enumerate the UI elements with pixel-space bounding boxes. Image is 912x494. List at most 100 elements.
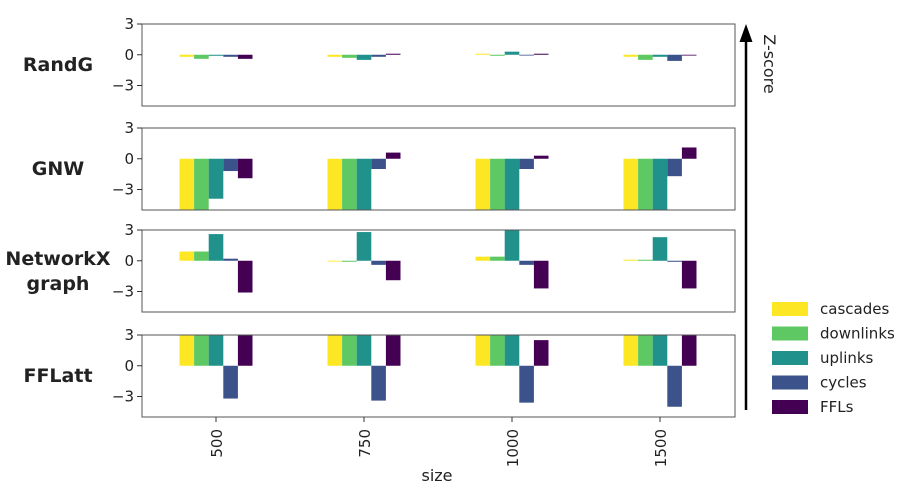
panel-frame: [141, 23, 736, 107]
bar-cascades-1500: [623, 158, 639, 210]
bar-cycles-1500: [667, 260, 682, 262]
bar-uplinks-750: [356, 54, 372, 60]
bar-FFLs-1000: [533, 53, 549, 55]
legend-label-cascades: cascades: [820, 300, 889, 318]
x-tick-label-1500: 1500: [652, 429, 670, 467]
bar-cycles-1500: [667, 365, 682, 407]
panel-label: RandG: [23, 54, 93, 76]
x-axis-ticks: 500 750 1000 1500: [208, 417, 670, 467]
legend-swatch-cascades: [772, 302, 808, 316]
x-tick-label-500: 500: [208, 429, 226, 458]
bar-cascades-500: [179, 54, 195, 57]
panel-frame: [141, 127, 736, 211]
bar-cycles-750: [371, 158, 386, 169]
legend-label-FFLs: FFLs: [820, 398, 854, 416]
panel-label: graph: [27, 273, 90, 295]
bar-FFLs-1500: [681, 54, 697, 56]
zscore-label: Z-score: [760, 34, 779, 93]
panel-1: 3 0 −3 GNW: [32, 119, 736, 211]
bar-cascades-1500: [623, 54, 639, 57]
y-tick-label: 3: [124, 15, 134, 33]
bar-cycles-1000: [519, 54, 534, 56]
panel-label: GNW: [32, 158, 84, 180]
bar-cycles-1500: [667, 158, 682, 177]
bar-downlinks-750: [342, 158, 357, 210]
bar-FFLs-1500: [681, 147, 697, 159]
bar-cycles-750: [371, 260, 386, 265]
bar-uplinks-750: [356, 158, 372, 210]
bar-cascades-1000: [475, 158, 491, 210]
bar-cascades-1000: [475, 335, 491, 366]
legend: cascades downlinks uplinks cycles FFLs: [772, 300, 895, 416]
bar-FFLs-750: [385, 335, 401, 366]
bar-downlinks-1500: [638, 54, 653, 60]
x-tick-label-750: 750: [356, 429, 374, 458]
legend-swatch-cycles: [772, 375, 808, 390]
bar-cascades-500: [179, 158, 195, 210]
bar-uplinks-500: [208, 54, 224, 56]
bar-downlinks-500: [194, 251, 209, 261]
bar-FFLs-750: [385, 53, 401, 55]
bar-uplinks-1500: [652, 158, 668, 210]
bar-cascades-1000: [475, 256, 491, 261]
bar-downlinks-750: [342, 54, 357, 58]
bar-downlinks-1500: [638, 335, 653, 366]
bar-downlinks-750: [342, 260, 357, 262]
bar-downlinks-1000: [490, 54, 505, 56]
bar-cycles-750: [371, 54, 386, 57]
bar-uplinks-500: [208, 234, 224, 261]
bar-FFLs-500: [237, 54, 253, 59]
y-tick-label: −3: [112, 388, 134, 406]
bar-downlinks-1000: [490, 158, 505, 210]
legend-swatch-uplinks: [772, 351, 808, 365]
legend-label-downlinks: downlinks: [820, 325, 895, 343]
bar-cycles-750: [371, 365, 386, 401]
panel-3: 3 0 −3 FFLatt: [23, 326, 736, 418]
bar-downlinks-500: [194, 54, 209, 59]
bar-cycles-1000: [519, 260, 534, 265]
bar-FFLs-500: [237, 260, 253, 293]
bar-uplinks-500: [208, 335, 224, 366]
bar-FFLs-750: [385, 152, 401, 159]
y-tick-label: 0: [124, 46, 134, 64]
panel-label: FFLatt: [23, 365, 92, 387]
bar-cycles-500: [223, 158, 238, 172]
bar-FFLs-1500: [681, 335, 697, 366]
y-tick-label: −3: [112, 77, 134, 95]
bar-cascades-750: [327, 335, 343, 366]
bar-cycles-1000: [519, 158, 534, 169]
bar-downlinks-500: [194, 335, 209, 366]
bar-cascades-1500: [623, 259, 639, 261]
bar-cascades-500: [179, 251, 195, 261]
legend-swatch-FFLs: [772, 400, 808, 414]
bar-FFLs-500: [237, 158, 253, 179]
bar-cycles-500: [223, 365, 238, 399]
y-tick-label: 3: [124, 326, 134, 344]
y-tick-label: 0: [124, 252, 134, 270]
bar-FFLs-1500: [681, 260, 697, 289]
bar-uplinks-500: [208, 158, 224, 199]
legend-swatch-downlinks: [772, 326, 808, 341]
bar-uplinks-1000: [504, 51, 520, 55]
bar-uplinks-1500: [652, 237, 668, 261]
bar-downlinks-750: [342, 335, 357, 366]
bar-downlinks-1500: [638, 259, 653, 261]
bar-cascades-500: [179, 335, 195, 366]
y-tick-label: 0: [124, 357, 134, 375]
bar-cascades-1000: [475, 53, 491, 55]
bar-uplinks-1000: [504, 158, 520, 210]
zscore-arrow: [739, 24, 753, 410]
bar-cycles-1500: [667, 54, 682, 61]
bar-uplinks-1000: [504, 335, 520, 366]
bar-uplinks-1000: [504, 230, 520, 261]
chart-panels: 30−3RandG30−3GNW30−3NetworkXgraph30−3FFL…: [5, 15, 736, 418]
bar-uplinks-750: [356, 232, 372, 261]
y-tick-label: 0: [124, 150, 134, 168]
bar-downlinks-1500: [638, 158, 653, 210]
y-tick-label: −3: [112, 283, 134, 301]
y-tick-label: 3: [124, 221, 134, 239]
panel-frame: [141, 229, 736, 313]
bar-uplinks-1500: [652, 54, 668, 57]
bar-cascades-750: [327, 260, 343, 262]
